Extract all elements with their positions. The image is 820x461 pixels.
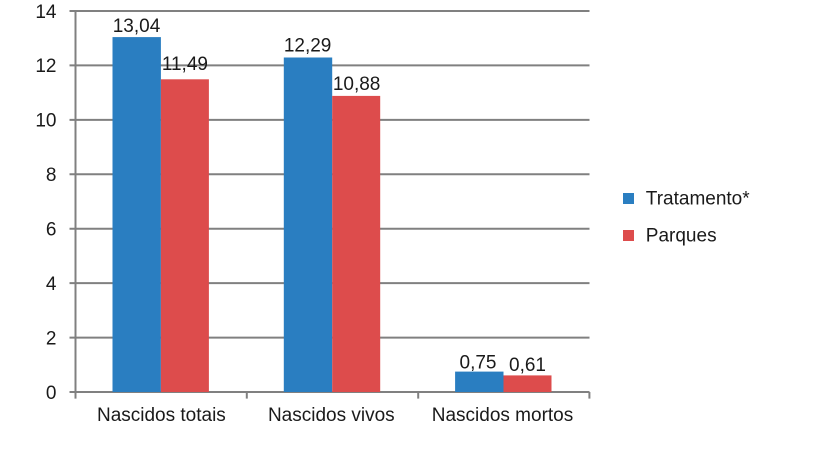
svg-text:4: 4 [46,274,57,295]
svg-text:Tratamento*: Tratamento* [646,189,750,210]
svg-text:Nascidos totais: Nascidos totais [97,405,226,426]
svg-text:0,61: 0,61 [509,355,546,376]
svg-text:14: 14 [35,2,57,23]
svg-text:Nascidos mortos: Nascidos mortos [432,405,574,426]
svg-text:Nascidos vivos: Nascidos vivos [268,405,395,426]
svg-text:8: 8 [46,165,57,186]
svg-text:13,04: 13,04 [113,16,161,37]
svg-text:12,29: 12,29 [284,36,332,57]
svg-text:12: 12 [35,56,56,77]
svg-text:11,49: 11,49 [162,54,208,75]
svg-text:Parques: Parques [646,226,717,247]
svg-text:10,88: 10,88 [333,74,381,95]
svg-text:0,75: 0,75 [460,353,497,374]
svg-text:10: 10 [35,111,56,132]
svg-text:0: 0 [46,383,57,404]
svg-text:2: 2 [46,328,57,349]
svg-text:6: 6 [46,220,57,241]
